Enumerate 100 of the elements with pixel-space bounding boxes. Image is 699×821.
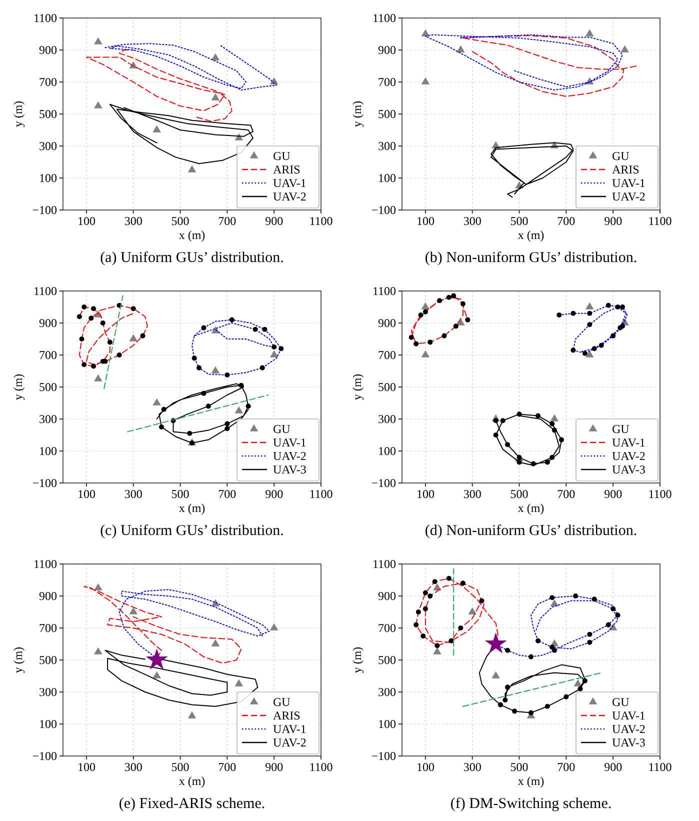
x-axis-title: x (m) bbox=[178, 501, 206, 515]
point bbox=[90, 306, 96, 312]
point bbox=[528, 654, 534, 660]
y-tick-label: 100 bbox=[378, 717, 396, 732]
legend-label: UAV-2 bbox=[612, 190, 646, 204]
y-tick-label: 1100 bbox=[33, 11, 57, 26]
y-tick-label: 100 bbox=[39, 444, 57, 458]
point bbox=[585, 302, 594, 310]
x-tick-label: 700 bbox=[557, 487, 576, 501]
x-tick-label: 500 bbox=[171, 487, 190, 501]
point bbox=[262, 326, 268, 332]
legend-label: UAV-1 bbox=[612, 436, 646, 450]
y-tick-label: 1100 bbox=[33, 557, 57, 572]
x-tick-label: 900 bbox=[265, 214, 284, 228]
point bbox=[578, 686, 583, 692]
point bbox=[146, 650, 167, 669]
y-tick-label: 900 bbox=[378, 43, 396, 58]
point bbox=[421, 29, 430, 36]
point bbox=[570, 310, 576, 316]
point bbox=[446, 576, 452, 581]
legend-label: GU bbox=[612, 149, 630, 164]
point bbox=[479, 598, 484, 604]
point bbox=[587, 632, 592, 637]
legend-label: UAV-2 bbox=[612, 722, 646, 736]
point bbox=[201, 325, 206, 330]
point bbox=[224, 426, 230, 432]
point bbox=[550, 454, 555, 460]
point bbox=[82, 362, 87, 368]
legend-label: UAV-1 bbox=[273, 722, 306, 736]
point bbox=[82, 304, 87, 310]
point bbox=[544, 460, 550, 465]
point bbox=[610, 333, 616, 338]
point bbox=[421, 302, 430, 310]
point bbox=[130, 306, 136, 312]
x-tick-label: 500 bbox=[510, 214, 528, 228]
x-tick-label: 100 bbox=[77, 214, 96, 228]
point bbox=[88, 316, 94, 321]
x-tick-label: 100 bbox=[416, 487, 434, 501]
y-tick-label: 1100 bbox=[372, 557, 396, 572]
x-tick-label: 300 bbox=[463, 214, 482, 228]
y-tick-label: 1100 bbox=[372, 284, 396, 298]
y-tick-label: −100 bbox=[32, 203, 57, 218]
x-tick-label: 1100 bbox=[309, 760, 333, 774]
point bbox=[107, 340, 112, 345]
x-tick-label: 500 bbox=[171, 214, 190, 228]
y-tick-label: 900 bbox=[39, 589, 57, 604]
y-tick-label: 700 bbox=[39, 621, 57, 636]
line-series bbox=[86, 50, 232, 122]
point bbox=[573, 593, 578, 599]
point bbox=[585, 29, 594, 36]
point bbox=[610, 606, 616, 612]
x-tick-label: 900 bbox=[265, 760, 284, 774]
legend-label: UAV-3 bbox=[612, 462, 646, 477]
point bbox=[536, 413, 541, 418]
point bbox=[434, 643, 440, 648]
point bbox=[278, 346, 284, 352]
point bbox=[550, 421, 555, 426]
point bbox=[421, 350, 430, 358]
y-tick-label: 1100 bbox=[372, 11, 396, 26]
x-tick-label: 1100 bbox=[648, 760, 672, 774]
point bbox=[433, 647, 442, 654]
x-tick-label: 700 bbox=[557, 760, 576, 774]
line-series bbox=[104, 650, 258, 707]
point bbox=[592, 596, 597, 602]
legend-label: UAV-2 bbox=[612, 449, 646, 464]
legend-label: UAV-1 bbox=[612, 708, 646, 723]
y-axis-title: y (m) bbox=[11, 374, 25, 400]
point bbox=[158, 424, 164, 430]
point bbox=[428, 593, 433, 599]
point bbox=[493, 432, 498, 438]
point bbox=[516, 460, 522, 465]
x-tick-label: 300 bbox=[124, 487, 142, 501]
point bbox=[505, 442, 510, 448]
point bbox=[140, 333, 146, 338]
point bbox=[606, 622, 611, 628]
point bbox=[536, 638, 541, 644]
x-tick-label: 300 bbox=[463, 487, 482, 501]
legend-label: GU bbox=[273, 149, 291, 164]
y-tick-label: 700 bbox=[378, 348, 396, 362]
text: (f) DM-Switching scheme. bbox=[450, 796, 612, 812]
point bbox=[433, 583, 442, 590]
point bbox=[152, 125, 161, 132]
legend-label: UAV-1 bbox=[273, 436, 306, 450]
point bbox=[550, 414, 559, 422]
point bbox=[416, 609, 421, 615]
point bbox=[94, 583, 102, 590]
point bbox=[458, 625, 464, 631]
point bbox=[421, 77, 430, 84]
x-axis-title: x (m) bbox=[518, 228, 544, 242]
point bbox=[442, 333, 447, 338]
y-tick-label: 300 bbox=[378, 139, 396, 154]
point bbox=[453, 324, 458, 329]
y-tick-label: 700 bbox=[378, 75, 396, 90]
point bbox=[420, 633, 426, 639]
y-tick-label: −100 bbox=[371, 749, 396, 764]
point bbox=[544, 704, 550, 709]
y-tick-label: 700 bbox=[378, 621, 396, 636]
point bbox=[211, 639, 220, 646]
point bbox=[587, 640, 592, 645]
legend-label: UAV-2 bbox=[273, 449, 306, 464]
